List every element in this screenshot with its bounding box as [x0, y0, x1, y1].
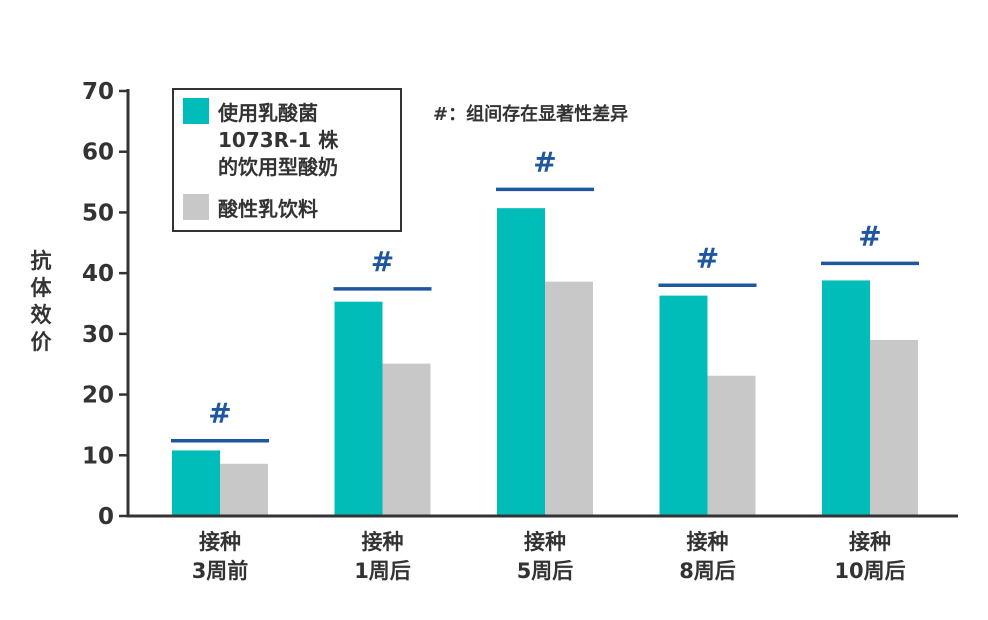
- significance-symbol: #: [696, 241, 719, 274]
- legend-label-acid-drink: 酸性乳饮料: [218, 197, 318, 221]
- bar-yogurt: [334, 301, 383, 515]
- bar-acid-drink: [382, 363, 431, 515]
- bar-yogurt: [172, 450, 220, 515]
- x-category-label: 接种: [687, 530, 729, 554]
- bar-acid-drink: [707, 375, 756, 515]
- x-category-label: 8周后: [679, 559, 736, 583]
- y-axis-label-char: 体: [31, 276, 53, 300]
- significance-symbol: #: [371, 245, 394, 278]
- bar-acid-drink: [545, 281, 593, 515]
- significance-group: # # # # #: [171, 145, 919, 443]
- y-tick-label: 10: [82, 443, 114, 469]
- legend-swatch-acid-drink: [183, 194, 209, 220]
- significance-symbol: #: [533, 145, 556, 178]
- y-tick-label: 50: [82, 200, 114, 226]
- y-tick-label: 60: [82, 140, 114, 166]
- significance-symbol: #: [208, 397, 231, 430]
- legend-label-yogurt: 1073R-1 株: [218, 128, 339, 152]
- significance-symbol: #: [858, 219, 881, 252]
- y-tick-label: 0: [98, 504, 114, 530]
- bar-yogurt: [659, 295, 708, 515]
- legend-label-yogurt: 使用乳酸菌: [217, 101, 318, 125]
- y-tick-label: 20: [82, 383, 114, 409]
- legend-label-yogurt: 的饮用型酸奶: [218, 155, 338, 179]
- bar-acid-drink: [220, 463, 268, 515]
- axes-group: 0 10 20 30 40 50 60 70 接种 3周前 接种 1周后 接种 5周后 接种 8周后 接种 10周…: [82, 79, 958, 583]
- y-tick-label: 30: [82, 322, 114, 348]
- legend-box: [172, 88, 402, 232]
- x-category-label: 接种: [362, 530, 404, 554]
- x-category-label: 接种: [199, 530, 241, 554]
- x-category-label: 10周后: [834, 559, 905, 583]
- y-axis-label-char: 价: [31, 330, 53, 354]
- y-tick-label: 40: [82, 261, 114, 287]
- x-category-label: 3周前: [192, 559, 249, 583]
- bar-yogurt: [822, 280, 870, 515]
- significance-note: #：组间存在显著性差异: [433, 103, 628, 125]
- bars-group: [172, 208, 918, 515]
- bar-yogurt: [497, 208, 545, 515]
- x-category-label: 接种: [524, 530, 566, 554]
- x-category-label: 接种: [849, 530, 891, 554]
- y-axis-label-char: 抗: [31, 249, 52, 273]
- legend-swatch-yogurt: [183, 98, 209, 124]
- y-axis-label-char: 效: [31, 303, 52, 327]
- x-category-label: 5周后: [517, 559, 574, 583]
- bar-acid-drink: [870, 339, 918, 515]
- x-category-label: 1周后: [354, 559, 411, 583]
- y-tick-label: 70: [82, 79, 114, 105]
